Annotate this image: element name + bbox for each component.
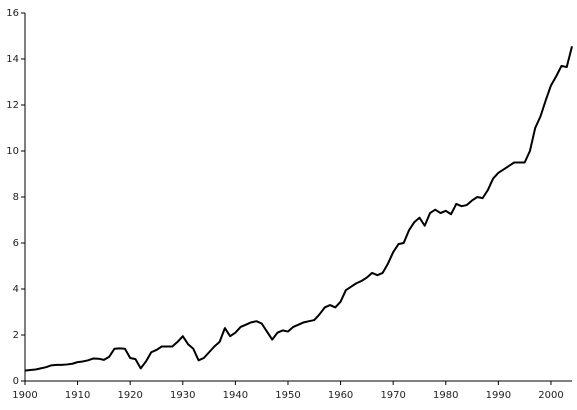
x-tick-label: 1900 xyxy=(12,390,37,401)
y-tick-label: 0 xyxy=(13,376,19,387)
x-tick-label: 1960 xyxy=(328,390,353,401)
y-tick-label: 10 xyxy=(6,146,19,157)
x-tick-label: 1970 xyxy=(380,390,405,401)
y-tick-label: 8 xyxy=(13,192,19,203)
y-tick-label: 14 xyxy=(6,54,19,65)
x-tick-label: 2000 xyxy=(538,390,563,401)
x-tick-label: 1950 xyxy=(275,390,300,401)
y-tick-label: 12 xyxy=(6,100,19,111)
x-tick-label: 1920 xyxy=(117,390,142,401)
x-tick-label: 1980 xyxy=(433,390,458,401)
y-tick-label: 4 xyxy=(13,284,19,295)
x-tick-label: 1910 xyxy=(65,390,90,401)
x-tick-label: 1930 xyxy=(170,390,195,401)
y-tick-label: 2 xyxy=(13,330,19,341)
x-tick-label: 1940 xyxy=(223,390,248,401)
y-tick-label: 6 xyxy=(13,238,19,249)
x-tick-label: 1990 xyxy=(486,390,511,401)
data-line xyxy=(24,46,573,372)
y-tick-label: 16 xyxy=(6,8,19,19)
